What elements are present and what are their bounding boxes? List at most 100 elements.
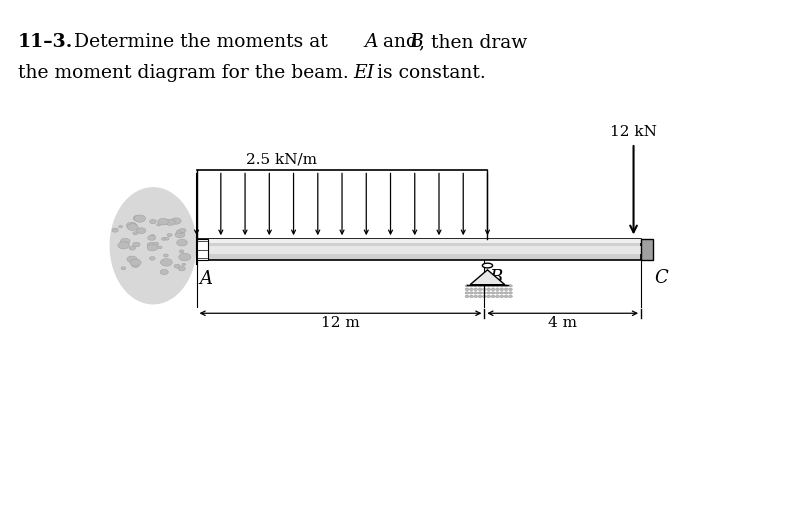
Circle shape	[487, 284, 491, 287]
Circle shape	[148, 235, 156, 240]
Circle shape	[175, 232, 185, 238]
Circle shape	[496, 295, 500, 298]
Text: A: A	[365, 33, 379, 51]
Circle shape	[500, 284, 504, 287]
Circle shape	[179, 253, 191, 261]
Text: Determine the moments at: Determine the moments at	[74, 33, 334, 51]
Circle shape	[478, 288, 482, 291]
Circle shape	[182, 263, 186, 266]
Circle shape	[178, 267, 185, 271]
Circle shape	[129, 246, 136, 250]
Circle shape	[465, 292, 469, 294]
Circle shape	[465, 295, 469, 298]
Circle shape	[465, 284, 469, 287]
Circle shape	[136, 228, 146, 234]
Circle shape	[504, 284, 508, 287]
Circle shape	[474, 284, 477, 287]
Circle shape	[508, 292, 512, 294]
Circle shape	[133, 232, 138, 235]
Circle shape	[491, 295, 495, 298]
Text: A: A	[200, 270, 213, 288]
Circle shape	[496, 284, 500, 287]
Circle shape	[158, 246, 162, 249]
Polygon shape	[470, 270, 505, 284]
Circle shape	[151, 235, 155, 237]
Text: 11–3.: 11–3.	[18, 33, 73, 51]
Circle shape	[469, 295, 473, 298]
Circle shape	[119, 226, 123, 228]
Text: 12 m: 12 m	[321, 316, 360, 330]
Text: C: C	[654, 269, 668, 287]
Circle shape	[491, 288, 495, 291]
Circle shape	[156, 224, 160, 226]
Circle shape	[160, 259, 172, 266]
Bar	[208, 239, 641, 243]
Circle shape	[120, 238, 130, 244]
Circle shape	[153, 242, 159, 246]
Circle shape	[504, 295, 508, 298]
Circle shape	[164, 254, 168, 257]
Circle shape	[180, 229, 186, 233]
Circle shape	[487, 295, 491, 298]
Text: 4 m: 4 m	[549, 316, 577, 330]
Circle shape	[148, 242, 155, 247]
Circle shape	[469, 288, 473, 291]
Circle shape	[491, 292, 495, 294]
Circle shape	[474, 288, 477, 291]
Circle shape	[483, 284, 486, 287]
Bar	[641, 239, 654, 261]
Text: EI: EI	[353, 64, 374, 81]
Text: 2.5 kN/m: 2.5 kN/m	[246, 152, 318, 167]
Circle shape	[174, 264, 180, 268]
Text: B: B	[409, 33, 423, 51]
Circle shape	[176, 230, 183, 234]
Circle shape	[161, 238, 166, 240]
Text: and: and	[377, 33, 423, 51]
Circle shape	[478, 295, 482, 298]
Ellipse shape	[482, 263, 492, 268]
Circle shape	[149, 219, 156, 224]
Circle shape	[112, 228, 119, 232]
Circle shape	[132, 263, 140, 267]
Circle shape	[147, 244, 158, 251]
Circle shape	[474, 292, 477, 294]
Circle shape	[508, 288, 512, 291]
Text: is constant.: is constant.	[371, 64, 485, 81]
Circle shape	[149, 257, 156, 260]
Circle shape	[133, 215, 143, 221]
Circle shape	[478, 284, 482, 287]
Circle shape	[176, 239, 188, 246]
Circle shape	[504, 288, 508, 291]
Circle shape	[487, 288, 491, 291]
Circle shape	[171, 218, 181, 224]
Circle shape	[508, 284, 512, 287]
Circle shape	[126, 223, 136, 229]
Circle shape	[134, 215, 146, 222]
Circle shape	[500, 288, 504, 291]
Circle shape	[469, 284, 473, 287]
Circle shape	[496, 292, 500, 294]
Circle shape	[500, 295, 504, 298]
Text: , then draw: , then draw	[419, 33, 527, 51]
Circle shape	[491, 284, 495, 287]
Bar	[196, 239, 208, 261]
Circle shape	[496, 288, 500, 291]
Text: the moment diagram for the beam.: the moment diagram for the beam.	[18, 64, 354, 81]
Circle shape	[500, 292, 504, 294]
Circle shape	[483, 288, 486, 291]
Text: 12 kN: 12 kN	[610, 125, 657, 139]
Circle shape	[508, 295, 512, 298]
Circle shape	[127, 256, 137, 263]
Bar	[208, 246, 641, 253]
Circle shape	[504, 292, 508, 294]
Circle shape	[164, 237, 169, 240]
Circle shape	[130, 259, 141, 266]
Circle shape	[118, 242, 129, 249]
Bar	[196, 239, 641, 261]
Circle shape	[483, 292, 486, 294]
Circle shape	[179, 250, 184, 253]
Circle shape	[121, 267, 126, 270]
Circle shape	[158, 218, 168, 225]
Circle shape	[128, 224, 138, 231]
Circle shape	[474, 295, 477, 298]
